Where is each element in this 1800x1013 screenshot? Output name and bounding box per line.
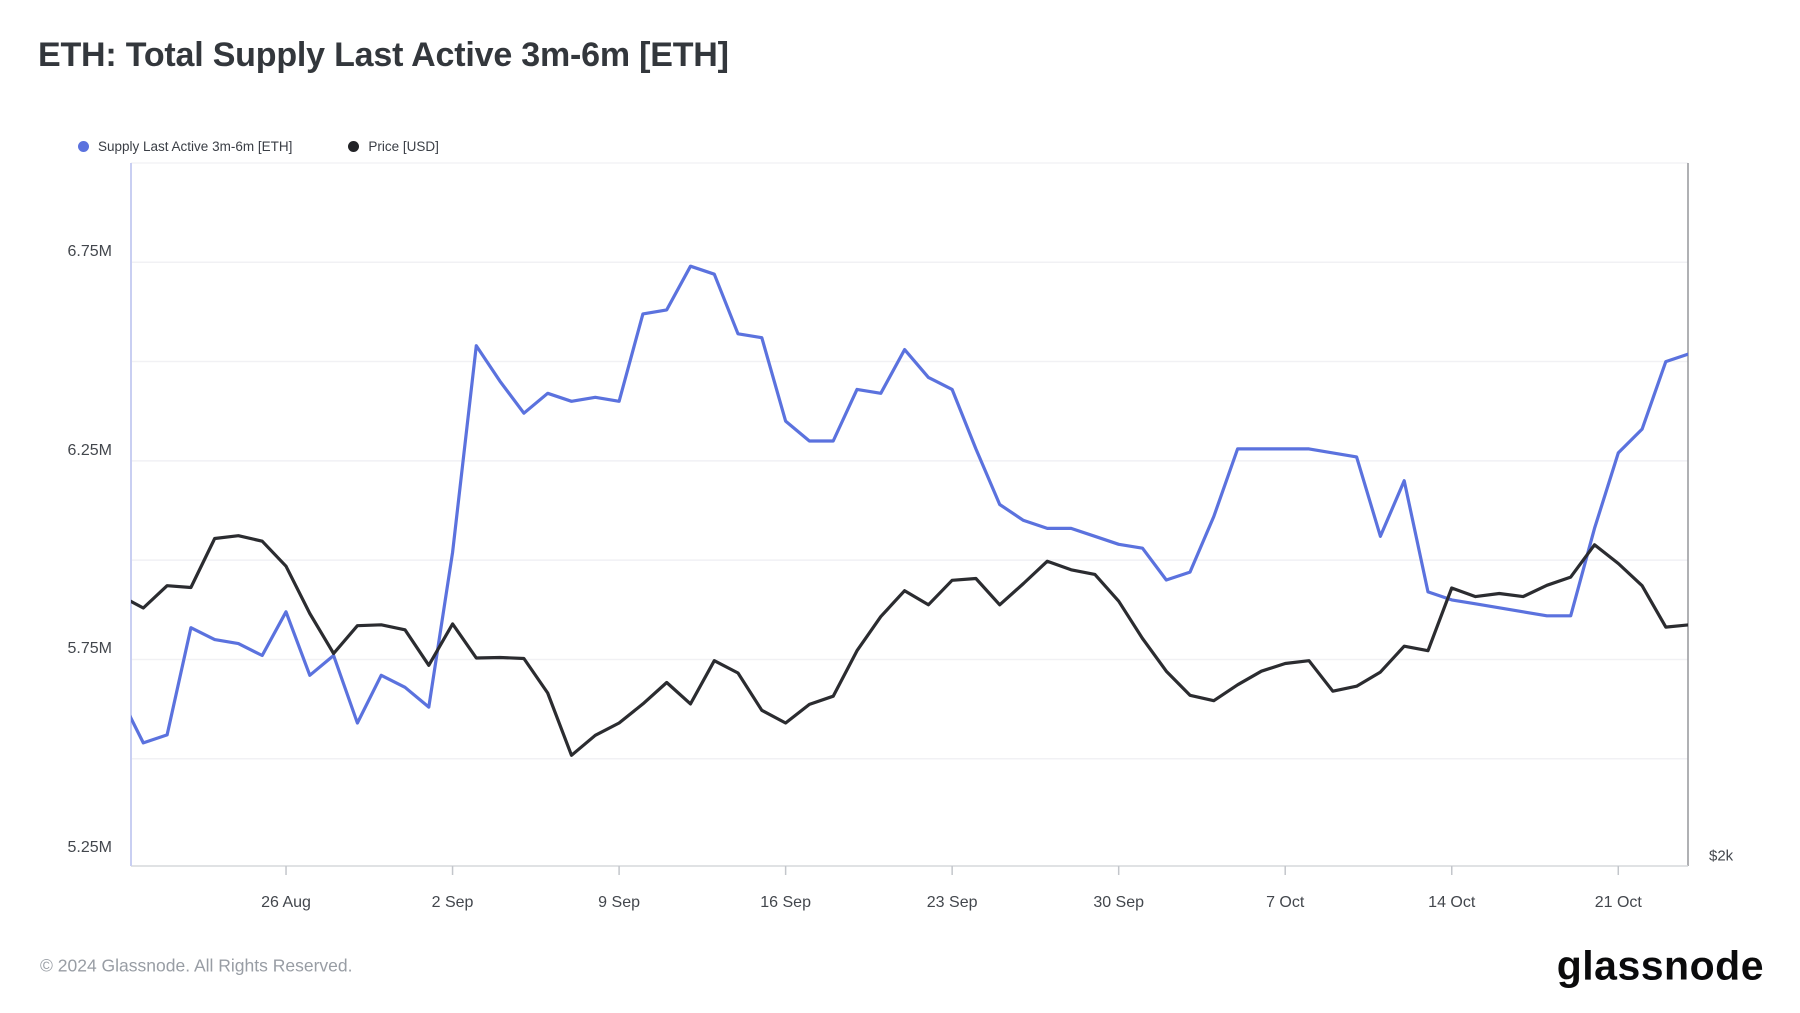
y-axis-label: 6.75M xyxy=(67,243,112,261)
price-line-series[interactable] xyxy=(120,534,1690,757)
copyright-text: © 2024 Glassnode. All Rights Reserved. xyxy=(40,955,353,976)
supply-line-series[interactable] xyxy=(120,264,1690,745)
x-axis-label: 30 Sep xyxy=(1093,894,1145,911)
page-title: ETH: Total Supply Last Active 3m-6m [ETH… xyxy=(38,36,729,74)
price-series-dot-icon xyxy=(348,141,360,152)
x-axis-label: 26 Aug xyxy=(261,894,311,911)
x-axis-label: 9 Sep xyxy=(598,894,640,911)
legend-label-supply: Supply Last Active 3m-6m [ETH] xyxy=(98,139,293,154)
x-axis-label: 21 Oct xyxy=(1594,894,1642,911)
x-axis-label: 14 Oct xyxy=(1428,894,1476,911)
legend-item-supply[interactable]: Supply Last Active 3m-6m [ETH] xyxy=(78,139,292,154)
x-axis-label: 2 Sep xyxy=(431,894,474,911)
y-axis-label: 5.75M xyxy=(67,640,112,658)
x-axis-label: 7 Oct xyxy=(1266,894,1305,911)
right-axis-price-label: $2k xyxy=(1709,847,1734,865)
legend-label-price: Price [USD] xyxy=(368,139,439,154)
x-axis-label: 16 Sep xyxy=(760,894,811,911)
y-axis-label: 5.25M xyxy=(67,839,112,857)
chart-legend: Supply Last Active 3m-6m [ETH] Price [US… xyxy=(78,139,439,154)
supply-series-dot-icon xyxy=(78,141,89,152)
glassnode-logo[interactable]: glassnode xyxy=(1556,942,1764,989)
x-axis-label: 23 Sep xyxy=(926,894,978,911)
legend-item-price[interactable]: Price [USD] xyxy=(348,139,439,154)
y-axis-label: 6.25M xyxy=(67,441,112,459)
